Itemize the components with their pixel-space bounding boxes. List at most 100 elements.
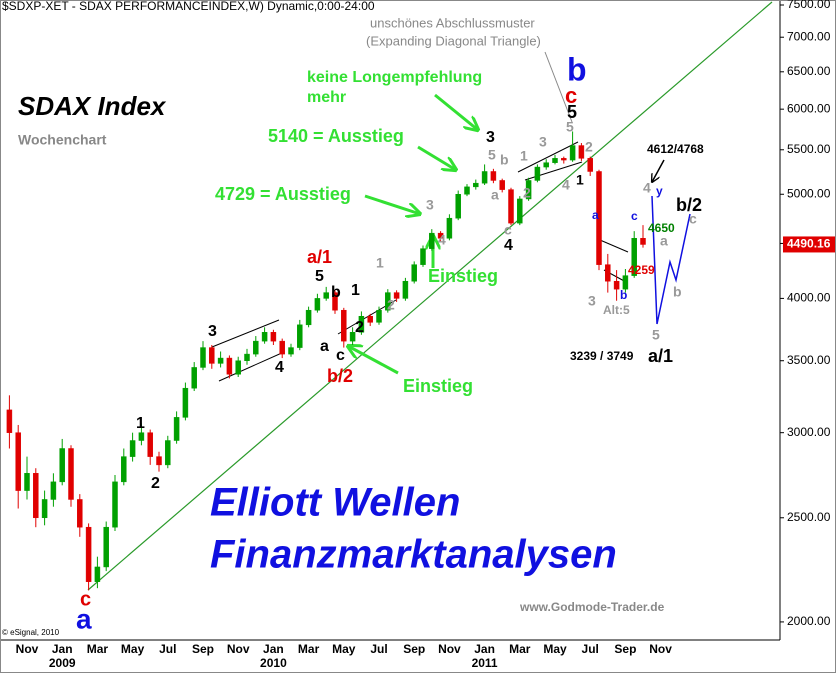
candle-body (68, 448, 74, 500)
annotation: 3 (588, 293, 596, 309)
annotation: SDAX Index (18, 91, 167, 121)
annotation: 3 (539, 134, 547, 150)
candle-body (165, 440, 171, 466)
annotation: 1 (576, 172, 584, 188)
annotation: 3 (426, 197, 434, 213)
last-price-flag (783, 236, 835, 253)
projection-path (651, 195, 691, 325)
x-tick-label: Nov (16, 642, 39, 656)
candle-body (191, 367, 197, 389)
annotation: www.Godmode-Trader.de (519, 600, 665, 614)
candle-body (385, 292, 391, 311)
annotation: keine Longempfehlung (307, 69, 482, 86)
annotation: Elliott Wellen (210, 481, 460, 525)
annotation: c (80, 588, 91, 610)
candle-body (279, 340, 285, 355)
annotation: 2 (151, 475, 160, 492)
candle-body (358, 315, 365, 333)
x-tick-label: Jan (263, 642, 284, 656)
y-tick-label: 3500.00 (787, 353, 831, 367)
candle-body (640, 238, 646, 245)
candle-body (420, 248, 426, 265)
candle-body (147, 432, 153, 457)
annotation: 5140 = Ausstieg (268, 126, 404, 146)
candle-body (446, 217, 453, 239)
annotation: 5 (315, 268, 324, 285)
annotation: Einstieg (403, 376, 473, 396)
annotation: y (656, 184, 663, 198)
y-tick-label: 4000.00 (787, 291, 831, 305)
candle-body (253, 340, 259, 355)
candle-body (138, 432, 145, 441)
x-tick-label: Sep (403, 642, 425, 656)
annotation: 4 (643, 180, 651, 196)
annotation: 5 (652, 327, 660, 343)
candle-body (393, 292, 400, 299)
x-tick-label: May (543, 642, 567, 656)
y-tick-label: 5500.00 (787, 142, 831, 156)
candle-body (596, 171, 602, 265)
annotation: 3 (208, 323, 217, 340)
candle-body (437, 232, 444, 239)
y-tick-label: 6000.00 (787, 101, 831, 115)
candle-body (455, 194, 461, 219)
annotation: Alt:5 (603, 303, 630, 317)
x-tick-label: May (332, 642, 356, 656)
annotation: b/2 (676, 195, 702, 215)
candle-body (631, 238, 637, 276)
annotation: 2 (355, 319, 364, 336)
annotation: © eSignal, 2010 (2, 628, 60, 637)
annotation: b (620, 288, 627, 302)
candle-body (244, 353, 250, 361)
last-price-label: 4490.16 (787, 237, 831, 251)
annotation: 2 (523, 185, 531, 201)
annotation: Wochenchart (18, 132, 107, 148)
target-arrow (652, 159, 665, 182)
annotation: 1 (520, 148, 528, 164)
annotation: 4 (562, 177, 570, 193)
annotation: a (660, 233, 668, 249)
candle-body (288, 347, 294, 355)
candle-body (217, 357, 224, 364)
annotation: 2 (387, 297, 395, 313)
y-tick-label: 2000.00 (787, 614, 831, 628)
candle-body (473, 182, 479, 188)
candle-body (94, 566, 101, 582)
y-tick-label: 7500.00 (787, 0, 831, 11)
annotation: Einstieg (428, 266, 498, 286)
candle-body (552, 158, 558, 163)
annotation: b (567, 51, 587, 87)
candle-body (235, 360, 241, 375)
candle-body (349, 332, 356, 342)
candle-body (587, 158, 593, 172)
x-tick-label: Jul (159, 642, 176, 656)
annotation: c (336, 347, 345, 364)
candle-body (305, 309, 312, 326)
candle-body (182, 387, 189, 418)
annotation: a (320, 338, 329, 355)
annotation: 5 (488, 147, 496, 163)
candle-body (429, 232, 435, 249)
candle-body (24, 473, 30, 491)
annotation: 1 (136, 415, 145, 432)
annotation: b (500, 152, 509, 168)
candle-body (376, 309, 382, 323)
candle-body (517, 198, 523, 224)
annotation: 3 (486, 129, 495, 146)
x-tick-label: Jul (582, 642, 599, 656)
annotation: 4 (275, 359, 284, 376)
candle-body (41, 499, 48, 519)
signal-arrows (348, 93, 478, 375)
candle-body (33, 473, 39, 519)
annotation: 4729 = Ausstieg (215, 184, 351, 204)
candle-body (332, 292, 338, 311)
candle-body (367, 315, 373, 323)
y-tick-label: 5000.00 (787, 186, 831, 200)
annotation: 4612/4768 (647, 142, 704, 156)
candle-body (534, 166, 541, 181)
annotation: c (504, 222, 512, 238)
annotation: c (689, 211, 697, 227)
candle-body (200, 347, 206, 368)
x-tick-label: Mar (87, 642, 109, 656)
candle-body (121, 456, 127, 483)
